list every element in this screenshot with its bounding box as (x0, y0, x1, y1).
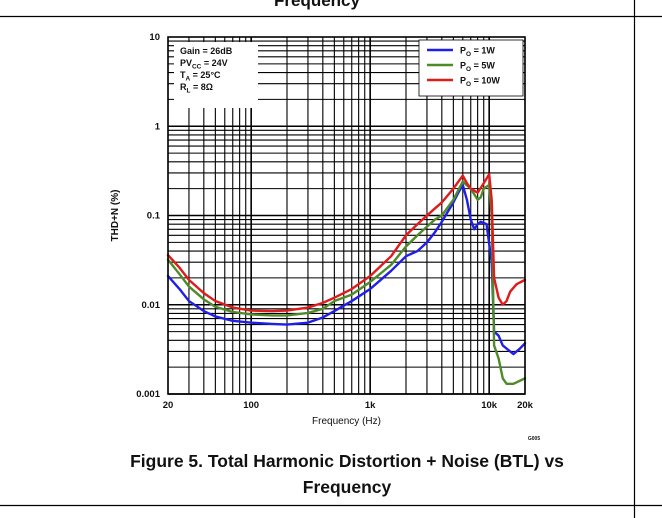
axes: 20 100 1k 10k 20k 0.001 0.01 0.1 1 10 Frequency (H… (110, 32, 540, 442)
x-tick-label: 10k (481, 400, 498, 411)
condition-text: RL = 8Ω (180, 82, 213, 95)
x-tick-label: 1k (365, 400, 376, 411)
figure-caption-line2: Frequency (302, 477, 392, 497)
y-tick-label: 0.01 (142, 300, 161, 311)
x-tick-label: 20k (517, 400, 534, 411)
y-tick-label: 10 (149, 32, 160, 43)
x-tick-label: 100 (243, 400, 259, 411)
legend-label: PO = 5W (460, 61, 495, 74)
x-tick-label: 20 (163, 400, 174, 411)
x-axis-title: Frequency (Hz) (312, 416, 381, 427)
figure-caption-line1: Figure 5. Total Harmonic Distortion + No… (130, 451, 564, 471)
legend-label: PO = 10W (460, 76, 500, 89)
figure-caption: Figure 5. Total Harmonic Distortion + No… (60, 448, 634, 500)
plot-border (167, 36, 526, 395)
condition-text: TA = 25°C (180, 70, 221, 83)
previous-figure-caption: Frequency (274, 0, 360, 10)
condition-text: Gain = 26dB (180, 46, 233, 56)
conditions-background (174, 42, 258, 108)
y-axis-title: THD+N (%) (110, 190, 121, 242)
y-tick-label: 1 (155, 121, 161, 132)
condition-text: PVCC = 24V (180, 58, 228, 71)
figure-code: G005 (528, 436, 540, 442)
legend-label: PO = 1W (460, 46, 495, 59)
legend: PO = 1W PO = 5W PO = 10W (418, 39, 524, 97)
y-tick-label: 0.001 (136, 389, 160, 400)
series-line-3 (166, 173, 527, 313)
series-line-2 (166, 180, 527, 386)
series-line-1 (166, 183, 527, 356)
y-tick-label: 0.1 (147, 211, 161, 222)
data-series (166, 173, 527, 386)
